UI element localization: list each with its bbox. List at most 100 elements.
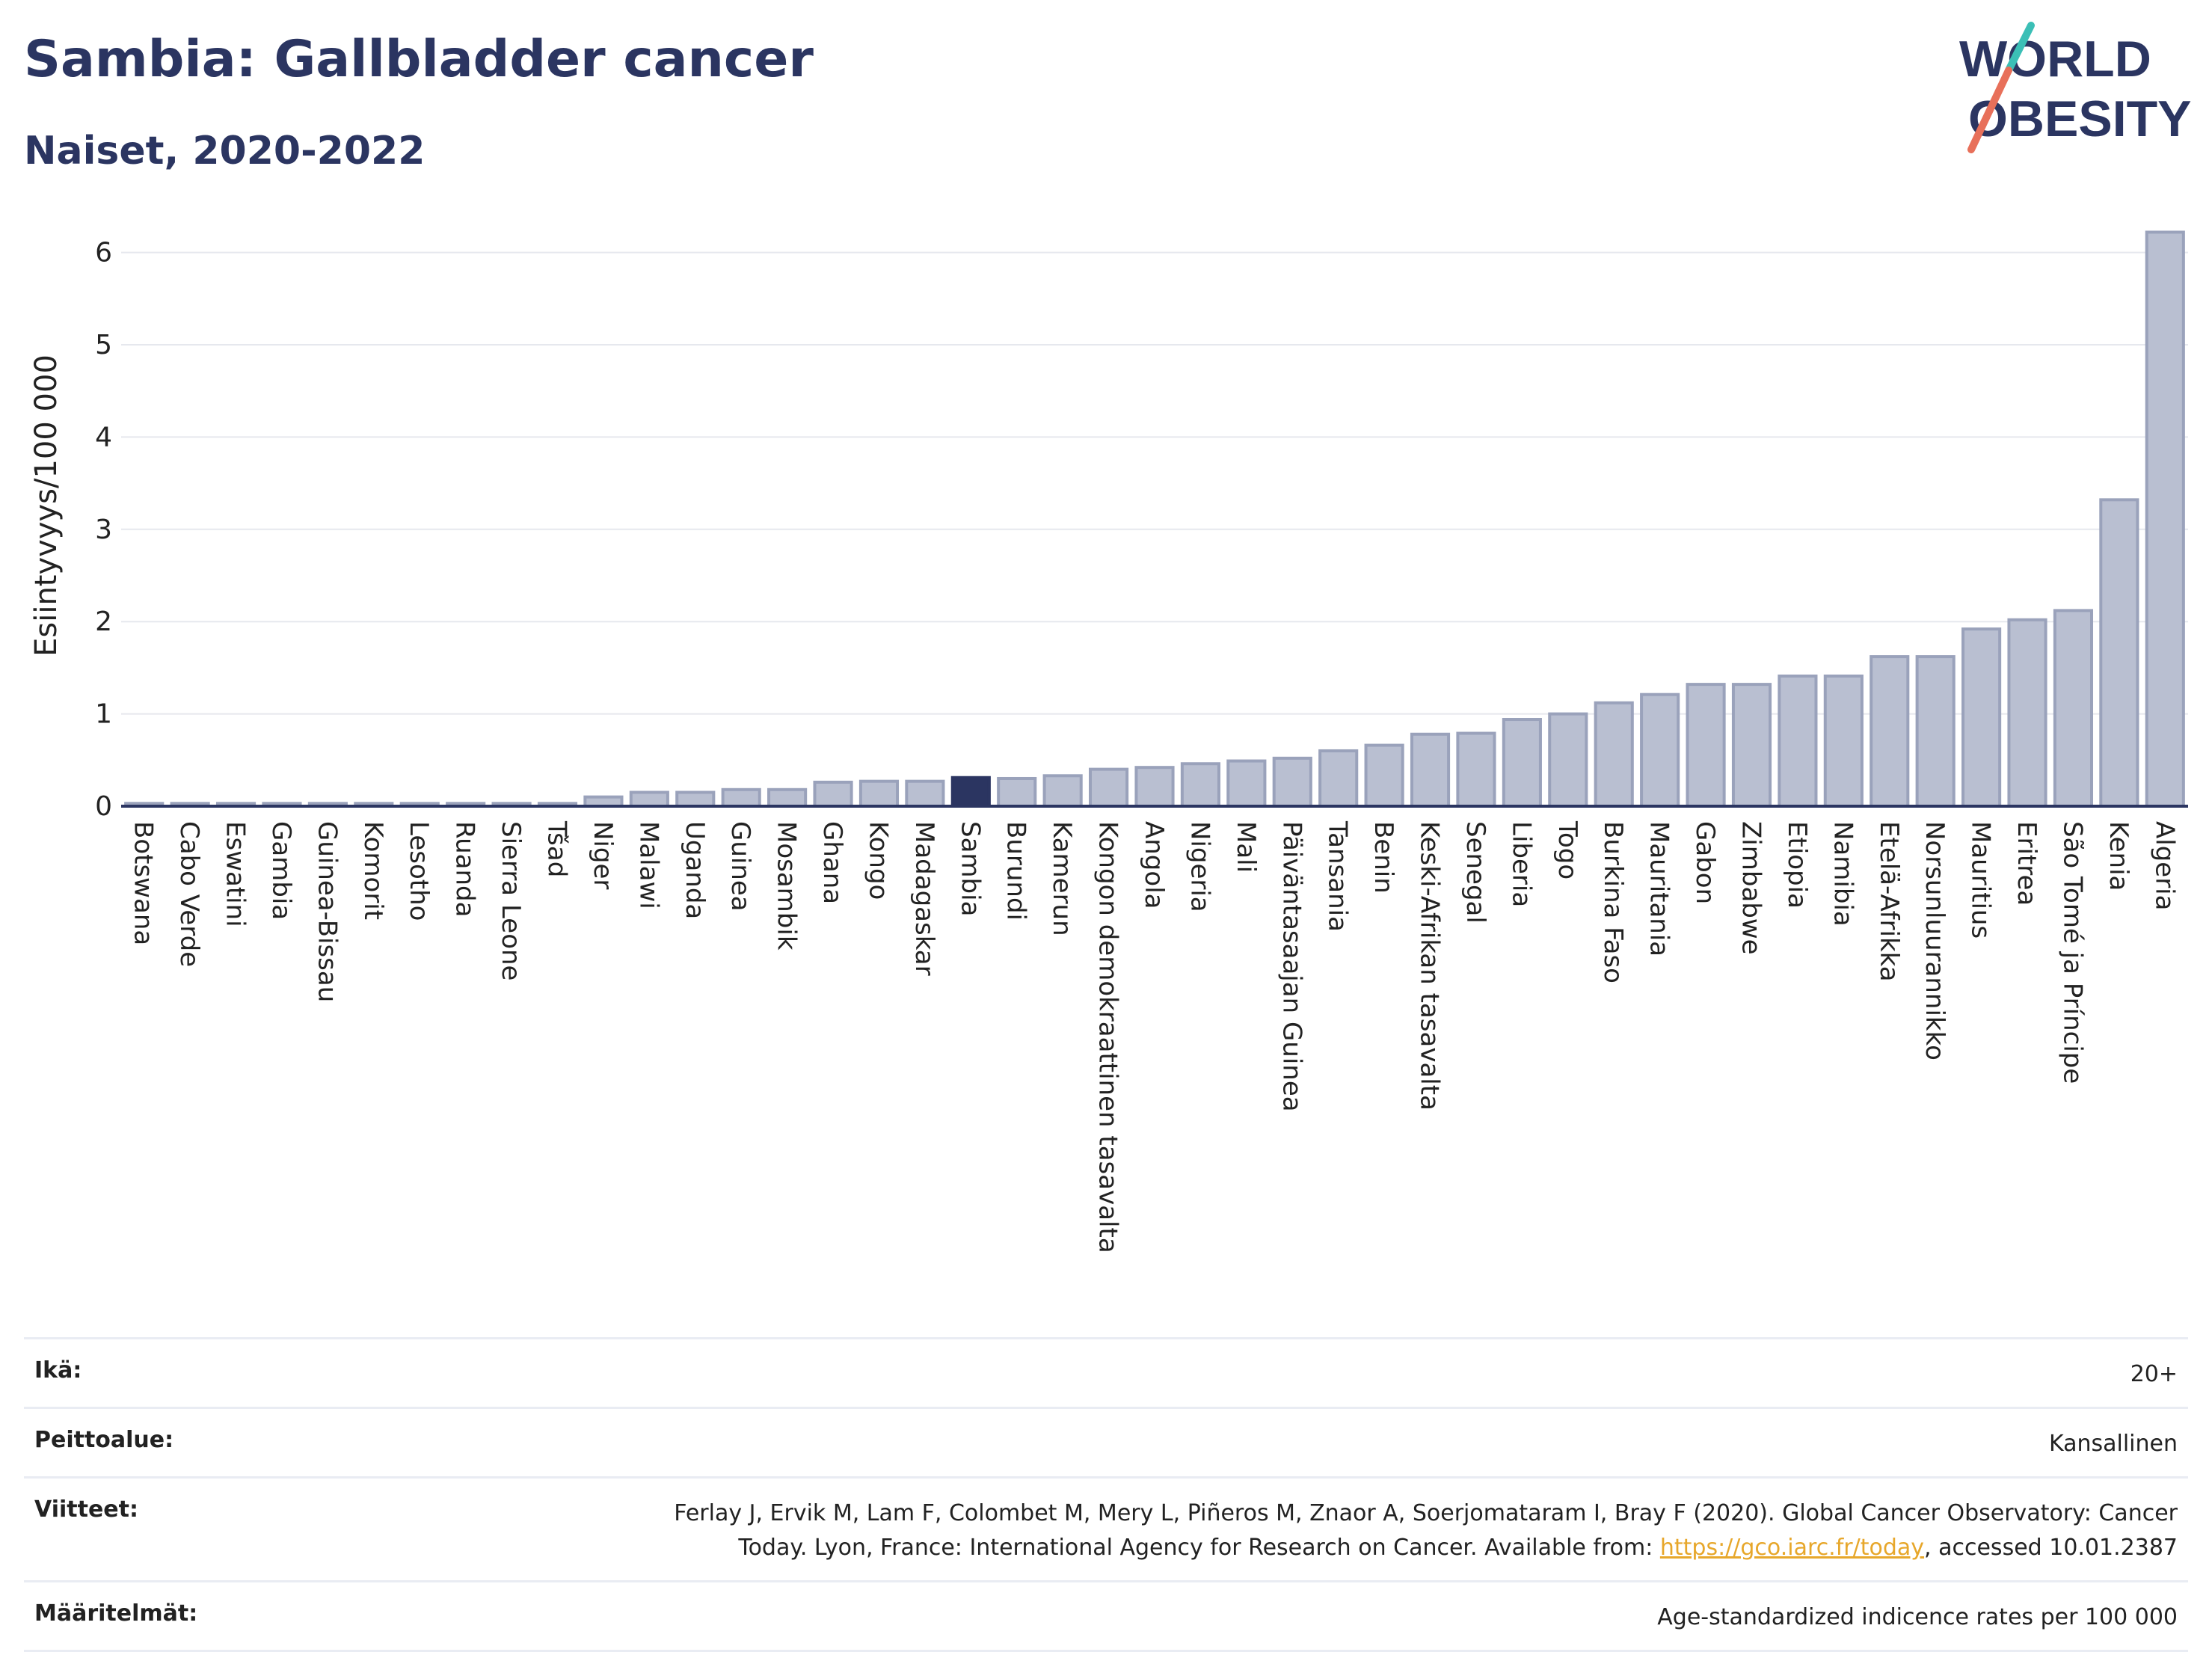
age-value: 20+: [2130, 1361, 2178, 1387]
references-value: Ferlay J, Ervik M, Lam F, Colombet M, Me…: [674, 1496, 2178, 1565]
category-label: Nigeria: [1185, 821, 1214, 912]
category-label: Guinea: [725, 821, 755, 912]
category-label: Päiväntasaajan Guinea: [1276, 821, 1306, 1112]
category-label: Senegal: [1460, 821, 1490, 924]
y-tick-labels: 0 1 2 3 4 5 6: [95, 238, 112, 822]
category-label: Norsunluurannikko: [1920, 821, 1950, 1060]
y-tick-label: 4: [95, 422, 112, 452]
bar-Kamerun: [1042, 774, 1083, 808]
chart-subtitle: Naiset, 2020-2022: [24, 129, 425, 174]
bar-Burundi: [997, 776, 1037, 808]
world-obesity-logo: WORLD OBESITY: [1959, 22, 2192, 153]
info-row-definitions: Määritelmät: Age-standardized indicence …: [24, 1580, 2188, 1652]
category-label: Madagaskar: [909, 821, 939, 976]
y-axis-label: Esiintyvyys/100 000: [29, 354, 64, 657]
bar-Mali: [1226, 759, 1267, 808]
bar-Sambia: [950, 776, 991, 808]
bar-Benin: [1364, 743, 1404, 808]
bar-São Tomé ja Príncipe: [2053, 609, 2094, 808]
category-label: Komorit: [358, 821, 388, 920]
category-label: Tansania: [1323, 820, 1353, 932]
coverage-label: Peittoalue:: [34, 1427, 174, 1453]
references-link[interactable]: https://gco.iarc.fr/today: [1659, 1535, 1925, 1561]
bar-Kongo: [858, 779, 900, 808]
bar-Tansania: [1318, 749, 1359, 808]
category-label: Ruanda: [450, 821, 480, 917]
category-label: Kongon demokraattinen tasavalta: [1093, 821, 1123, 1253]
bar-Etelä-Afrikka: [1870, 655, 1910, 808]
bar-Angola: [1134, 766, 1175, 808]
logo-line-1: WORLD: [1959, 31, 2151, 87]
category-label: Malawi: [633, 821, 663, 909]
y-tick-label: 1: [95, 699, 112, 730]
coverage-value: Kansallinen: [2048, 1431, 2178, 1457]
category-label: Eswatini: [221, 821, 251, 927]
definitions-value: Age-standardized indicence rates per 100…: [1657, 1604, 2178, 1630]
category-label: Kongo: [863, 821, 893, 900]
category-label: Burundi: [1001, 821, 1031, 921]
category-label: Togo: [1552, 820, 1582, 879]
y-tick-label: 6: [95, 238, 112, 268]
bar-Senegal: [1456, 731, 1496, 808]
bar-Malawi: [629, 790, 669, 808]
category-label: Botswana: [129, 821, 159, 945]
bar-Päiväntasaajan Guinea: [1272, 756, 1312, 808]
category-label: Kenia: [2104, 821, 2133, 891]
category-label: Uganda: [680, 821, 710, 919]
bar-Guinea: [721, 787, 761, 808]
category-label: Cabo Verde: [174, 821, 204, 967]
references-text-2: Today. Lyon, France: International Agenc…: [738, 1535, 1660, 1561]
y-tick-label: 0: [95, 791, 112, 822]
bar-Mosambik: [767, 787, 808, 808]
bar-Eritrea: [2007, 618, 2047, 808]
grid-lines: [121, 251, 2188, 715]
category-label: Algeria: [2149, 821, 2179, 910]
bar-Kongon demokraattinen tasavalta: [1089, 767, 1129, 808]
category-label: Mauritius: [1966, 821, 1996, 939]
info-row-age: Ikä: 20+: [24, 1337, 2188, 1407]
bar-Madagaskar: [905, 779, 945, 808]
info-row-references: Viitteet: Ferlay J, Ervik M, Lam F, Colo…: [24, 1476, 2188, 1580]
category-label: Keski-Afrikan tasavalta: [1415, 821, 1445, 1111]
bar-Keski-Afrikan tasavalta: [1410, 732, 1451, 808]
age-label: Ikä:: [34, 1357, 82, 1384]
bar-Liberia: [1502, 718, 1542, 808]
info-table: Ikä: 20+ Peittoalue: Kansallinen Viittee…: [24, 1337, 2188, 1652]
bar-Mauritania: [1640, 693, 1680, 808]
references-label: Viitteet:: [34, 1496, 138, 1523]
bar-Burkina Faso: [1594, 701, 1634, 808]
bar-Algeria: [2145, 230, 2185, 808]
y-tick-label: 2: [95, 607, 112, 637]
references-text-1: Ferlay J, Ervik M, Lam F, Colombet M, Me…: [674, 1500, 2178, 1526]
logo-accent-coral: [1967, 67, 2012, 153]
bar-Gabon: [1686, 683, 1726, 808]
category-label: Mali: [1231, 821, 1261, 873]
bar-Togo: [1548, 712, 1588, 808]
category-label: Gabon: [1690, 821, 1720, 904]
info-row-coverage: Peittoalue: Kansallinen: [24, 1407, 2188, 1476]
bar-Nigeria: [1180, 762, 1220, 808]
category-label: São Tomé ja Príncipe: [2057, 821, 2087, 1084]
chart-title: Sambia: Gallbladder cancer: [24, 30, 814, 89]
category-label: Kamerun: [1047, 821, 1077, 936]
category-label: Sierra Leone: [496, 821, 526, 980]
category-label: Etelä-Afrikka: [1874, 821, 1904, 982]
bar-chart: 0 1 2 3 4 5 6 Botswana Cabo Verde Eswatini Gambia…: [29, 230, 2188, 1253]
bar-Zimbabwe: [1731, 683, 1772, 808]
category-label: Mosambik: [772, 821, 802, 951]
category-label: Eritrea: [2012, 821, 2042, 906]
bar-Kenia: [2099, 498, 2139, 808]
bar-Ghana: [813, 780, 853, 808]
category-label: Ghana: [817, 821, 847, 904]
category-label: Angola: [1139, 821, 1169, 909]
logo-line-2: OBESITY: [1968, 90, 2192, 147]
category-label: Niger: [588, 821, 618, 889]
category-label: Guinea-Bissau: [312, 821, 342, 1002]
logo-accent-teal: [2005, 22, 2035, 74]
category-label: Benin: [1368, 821, 1398, 894]
y-tick-label: 5: [95, 330, 112, 360]
category-label: Gambia: [266, 821, 296, 920]
category-label: Burkina Faso: [1598, 821, 1628, 983]
bar-Mauritius: [1961, 627, 2002, 808]
category-label: Etiopia: [1782, 821, 1812, 909]
